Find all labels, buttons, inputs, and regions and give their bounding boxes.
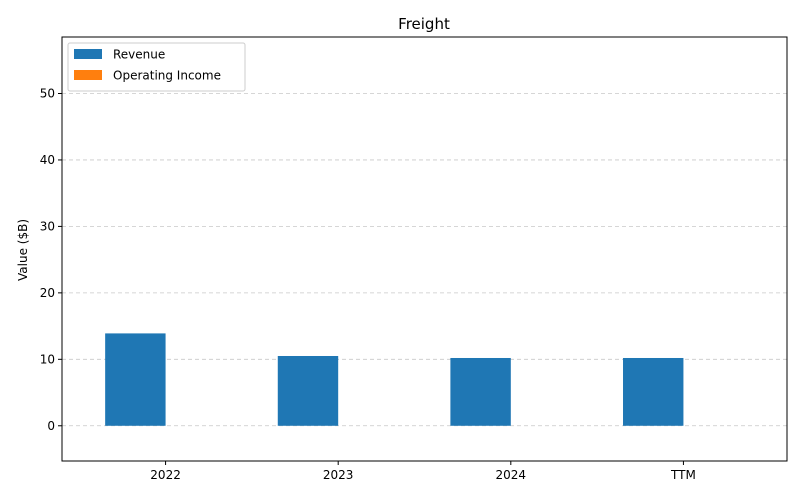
y-ticks: 0 10 20 30 40 50 (40, 86, 62, 433)
legend-box (67, 42, 246, 92)
y-axis-label: Value ($B) (16, 219, 30, 281)
x-tick-label: 2022 (150, 468, 181, 482)
x-tick-label: 2023 (323, 468, 354, 482)
legend: Revenue Operating Income (67, 42, 246, 92)
bar-revenue-2022 (105, 333, 166, 426)
chart-title: Freight (398, 15, 450, 33)
bars-layer (105, 333, 684, 426)
legend-swatch-operating-income (74, 70, 102, 80)
y-tick-label: 30 (40, 219, 55, 233)
plot-frame (61, 36, 788, 462)
legend-swatch-revenue (74, 49, 102, 59)
x-tick-label: 2024 (496, 468, 527, 482)
y-tick-label: 20 (40, 286, 55, 300)
y-tick-label: 50 (40, 86, 55, 100)
bar-revenue-ttm (623, 357, 684, 426)
bar-revenue-2023 (277, 355, 339, 426)
legend-label-revenue: Revenue (113, 48, 165, 62)
legend-label-operating-income: Operating Income (113, 69, 221, 83)
bar-revenue-2024 (450, 357, 511, 426)
x-tick-label: TTM (670, 468, 696, 482)
y-tick-label: 10 (40, 352, 55, 366)
x-ticks: 2022 2023 2024 TTM (150, 461, 696, 482)
y-tick-label: 40 (40, 153, 55, 167)
y-tick-label: 0 (47, 419, 55, 433)
